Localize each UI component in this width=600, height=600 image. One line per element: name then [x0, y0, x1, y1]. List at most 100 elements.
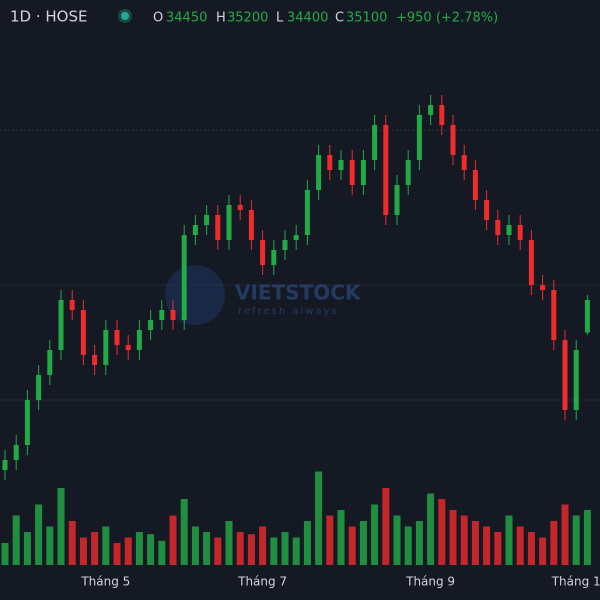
candle-body	[237, 205, 243, 210]
volume-bar	[135, 532, 143, 565]
volume-bar	[23, 532, 31, 565]
volume-bar	[337, 510, 345, 565]
volume-bar	[359, 521, 367, 565]
volume-bar	[113, 543, 121, 565]
volume-bar	[158, 540, 166, 565]
candle-body	[260, 240, 266, 265]
volume-bar	[539, 537, 547, 565]
candle-body	[405, 160, 411, 185]
volume-bar	[225, 521, 233, 565]
candle-body	[327, 155, 333, 170]
x-tick-label: Tháng 9	[405, 575, 455, 589]
candle-body	[204, 215, 210, 225]
volume-bar	[393, 515, 401, 565]
change: +950 (+2.78%)	[396, 11, 498, 26]
volume-bar	[281, 532, 289, 565]
volume-bar	[203, 532, 211, 565]
candle-body	[192, 225, 198, 235]
volume-bar	[12, 515, 20, 565]
volume-bar	[315, 471, 323, 565]
l-value: 34400	[287, 11, 328, 26]
candle-body	[282, 240, 288, 250]
candle-body	[484, 200, 490, 220]
candle-body	[506, 225, 512, 235]
c-value: 35100	[346, 11, 387, 26]
candle-body	[248, 210, 254, 240]
status-dot	[121, 12, 129, 20]
volume-bar	[147, 534, 155, 565]
candle-body	[47, 350, 53, 375]
candle-body	[24, 400, 30, 445]
candle-body	[450, 125, 456, 155]
candle-body	[540, 285, 546, 290]
volume-bar	[471, 521, 479, 565]
volume-bar	[371, 504, 379, 565]
candle-body	[517, 225, 523, 240]
candle-body	[528, 240, 534, 285]
candle-body	[304, 190, 310, 235]
volume-bar	[102, 526, 110, 565]
volume-bar	[326, 515, 334, 565]
candle-body	[472, 170, 478, 200]
volume-bar	[415, 521, 423, 565]
volume-bar	[516, 526, 524, 565]
volume-bar	[292, 537, 300, 565]
candle-body	[125, 345, 131, 350]
candle-body	[383, 125, 389, 215]
candle-body	[159, 310, 165, 320]
candle-body	[181, 235, 187, 320]
volume-bar	[404, 526, 412, 565]
candle-body	[92, 355, 98, 365]
candle-body	[439, 105, 445, 125]
candle-body	[372, 125, 378, 160]
candle-body	[80, 310, 86, 355]
watermark-brand: VIETSTOCK	[235, 281, 362, 305]
volume-bar	[505, 515, 513, 565]
candle-body	[360, 160, 366, 185]
volume-bar	[550, 521, 558, 565]
candle-body	[316, 155, 322, 190]
candle-body	[338, 160, 344, 170]
x-tick-label: Tháng 7	[237, 575, 287, 589]
volume-bar	[180, 499, 188, 565]
candle-body	[271, 250, 277, 265]
candle-body	[58, 300, 64, 350]
volume-bar	[438, 499, 446, 565]
candle-body	[349, 160, 355, 185]
volume-bar	[382, 488, 390, 565]
candle-body	[551, 290, 557, 340]
candle-body	[573, 350, 579, 410]
volume-bar	[191, 526, 199, 565]
h-value: 35200	[227, 11, 268, 26]
x-tick-label: Tháng 5	[80, 575, 130, 589]
volume-bar	[449, 510, 457, 565]
o-value: 34450	[166, 11, 207, 26]
candle-body	[69, 300, 75, 310]
volume-bar	[348, 526, 356, 565]
candle-body	[461, 155, 467, 170]
volume-bar	[68, 521, 76, 565]
candle-body	[293, 235, 299, 240]
volume-bar	[583, 510, 591, 565]
candle-body	[148, 320, 154, 330]
candle-body	[2, 460, 8, 470]
candle-body	[495, 220, 501, 235]
candle-body	[584, 300, 590, 333]
volume-bar	[494, 532, 502, 565]
candle-body	[114, 330, 120, 345]
volume-bar	[303, 521, 311, 565]
candle-body	[170, 310, 176, 320]
volume-bar	[46, 526, 54, 565]
c-label: C	[335, 11, 344, 26]
volume-bar	[427, 493, 435, 565]
volume-bar	[236, 532, 244, 565]
candle-body	[13, 445, 19, 460]
volume-bar	[527, 532, 535, 565]
candle-body	[226, 205, 232, 240]
volume-bar	[169, 515, 177, 565]
watermark-slogan: refresh always	[238, 306, 339, 317]
l-label: L	[276, 11, 284, 26]
volume-bar	[483, 526, 491, 565]
volume-bar	[270, 537, 278, 565]
